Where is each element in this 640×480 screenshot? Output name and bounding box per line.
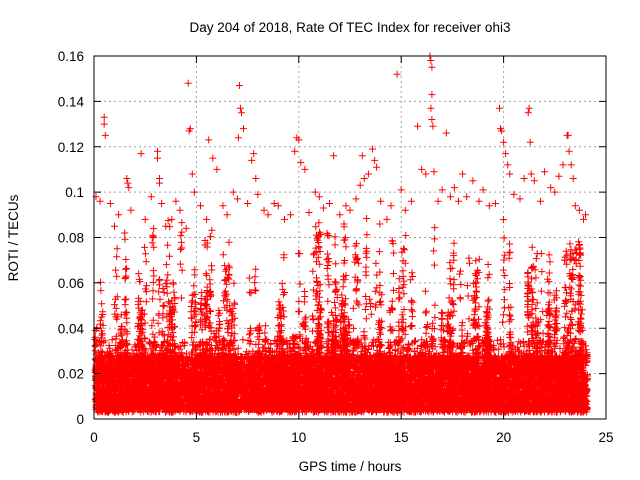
- y-tick-label: 0.04: [58, 321, 85, 336]
- x-tick-label: 15: [394, 430, 409, 445]
- x-tick-label: 20: [496, 430, 511, 445]
- y-axis-label: ROTI / TECUs: [6, 194, 21, 281]
- x-tick-label: 10: [291, 430, 306, 445]
- y-tick-label: 0.16: [58, 49, 84, 64]
- y-tick-label: 0.12: [58, 140, 84, 155]
- tick-labels: 0 5 10 15 20 25 0 0.02 0.04 0.06 0.08 0.1 0.12 0.14 0.…: [58, 49, 614, 445]
- y-tick-label: 0.02: [58, 367, 84, 382]
- x-axis-label: GPS time / hours: [299, 459, 402, 474]
- y-tick-label: 0.14: [58, 94, 85, 109]
- data-points: [91, 52, 591, 416]
- axis-ticks: [93, 55, 607, 420]
- x-tick-label: 25: [598, 430, 613, 445]
- y-tick-label: 0.1: [65, 185, 84, 200]
- y-tick-label: 0.08: [58, 231, 84, 246]
- y-tick-label: 0.06: [58, 276, 84, 291]
- y-tick-label: 0: [76, 412, 84, 427]
- x-tick-label: 0: [90, 430, 98, 445]
- chart-title: Day 204 of 2018, Rate Of TEC Index for r…: [190, 20, 511, 35]
- scatter-markers: [91, 52, 591, 416]
- x-tick-label: 5: [193, 430, 201, 445]
